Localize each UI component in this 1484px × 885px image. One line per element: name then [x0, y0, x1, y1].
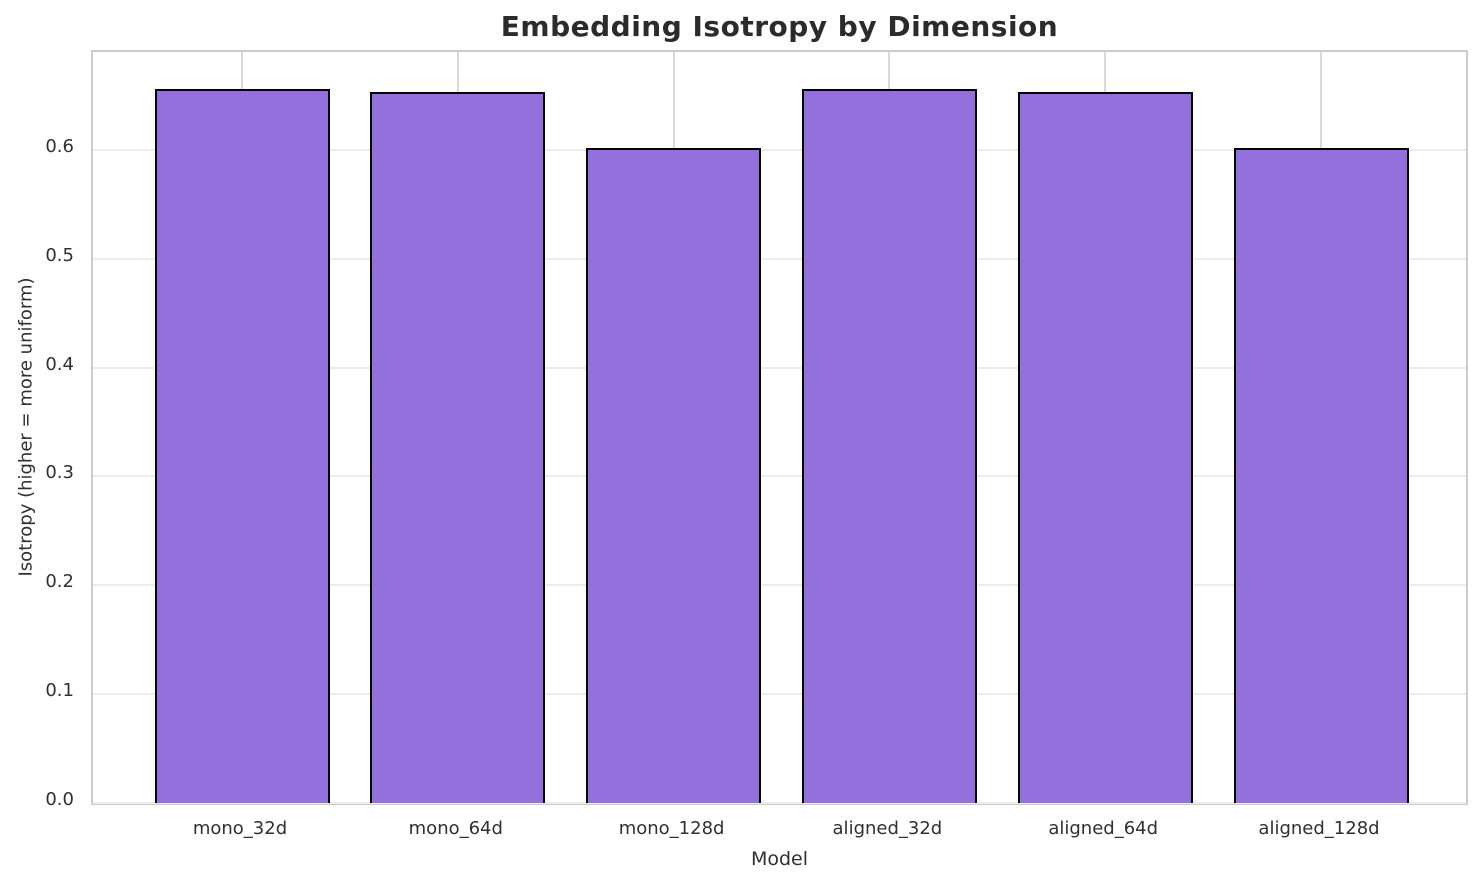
x-tick-label: aligned_128d	[1258, 818, 1380, 839]
y-tick-label: 0.5	[45, 244, 74, 266]
bar	[586, 147, 762, 803]
bar	[370, 92, 546, 803]
y-tick-label: 0.0	[45, 789, 74, 810]
x-tick-label: aligned_64d	[1048, 818, 1159, 839]
gridline-horizontal	[93, 366, 1466, 369]
y-tick-label: 0.3	[45, 462, 74, 484]
y-axis-label: Isotropy (higher = more uniform)	[15, 277, 37, 577]
x-axis-label: Model	[750, 848, 809, 870]
bar	[1017, 92, 1193, 803]
y-tick-label: 0.2	[45, 571, 74, 593]
x-tick-label: mono_32d	[192, 818, 288, 839]
x-tick-label: aligned_32d	[832, 818, 943, 839]
bar	[154, 89, 330, 803]
bar	[801, 89, 977, 803]
x-tick-label: mono_64d	[408, 818, 503, 839]
y-tick-label: 0.6	[45, 135, 74, 157]
gridline-horizontal	[93, 475, 1466, 478]
bar	[1233, 147, 1409, 803]
plot-area	[91, 50, 1468, 805]
x-tick-label: mono_128d	[618, 818, 725, 839]
gridline-horizontal	[93, 257, 1466, 260]
chart-title: Embedding Isotropy by Dimension	[500, 10, 1059, 43]
gridline-horizontal	[93, 584, 1466, 587]
gridline-horizontal	[93, 693, 1466, 696]
gridline-horizontal	[93, 802, 1466, 804]
y-tick-label: 0.4	[45, 353, 74, 375]
gridline-horizontal	[93, 148, 1466, 151]
y-tick-label: 0.1	[45, 680, 74, 702]
